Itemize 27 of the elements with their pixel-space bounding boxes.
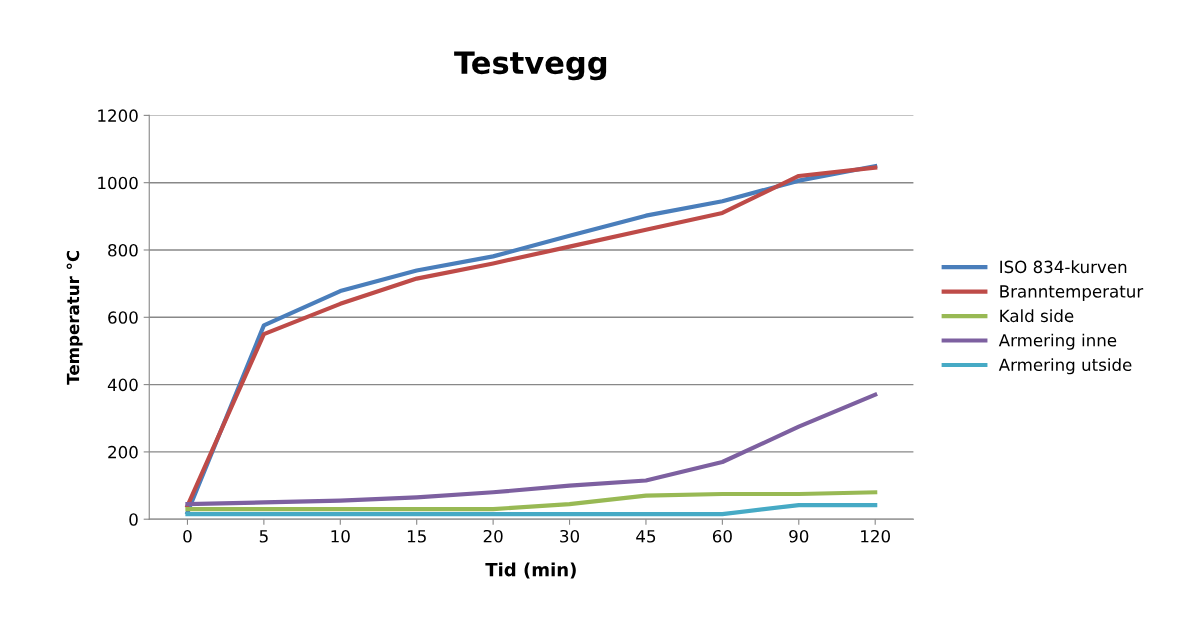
legend-label: Kald side	[1000, 309, 1074, 323]
x-tick-label: 0	[183, 529, 192, 543]
chart-title: Testvegg	[454, 51, 607, 81]
x-tick-label: 5	[259, 530, 268, 543]
y-tick-label: 1000	[98, 176, 138, 190]
y-tick-label: 600	[108, 311, 138, 324]
x-tick-label: 20	[483, 529, 503, 543]
legend-label: ISO 834-kurven	[1000, 260, 1127, 274]
legend-label: Branntemperatur	[1000, 285, 1144, 301]
y-axis-title: Temperatur °C	[66, 250, 83, 385]
x-tick-label: 15	[407, 530, 426, 543]
y-tick-label: 200	[108, 445, 138, 459]
line-series	[185, 392, 878, 507]
x-tick-label: 10	[331, 529, 350, 543]
x-tick-label: 90	[789, 529, 809, 543]
x-axis-title: Tid (min)	[485, 562, 576, 579]
y-tick-label: 400	[107, 378, 138, 392]
y-tick-label: 0	[129, 513, 138, 526]
legend-label: Armering utside	[998, 358, 1132, 375]
legend-label: Armering inne	[998, 333, 1117, 350]
x-tick-label: 30	[560, 529, 580, 543]
y-tick-label: 1200	[98, 109, 138, 122]
y-tick-label: 800	[108, 243, 138, 257]
x-tick-label: 120	[861, 529, 890, 543]
x-tick-label: 60	[712, 529, 732, 543]
x-tick-label: 45	[636, 530, 656, 543]
line-series	[185, 490, 878, 512]
